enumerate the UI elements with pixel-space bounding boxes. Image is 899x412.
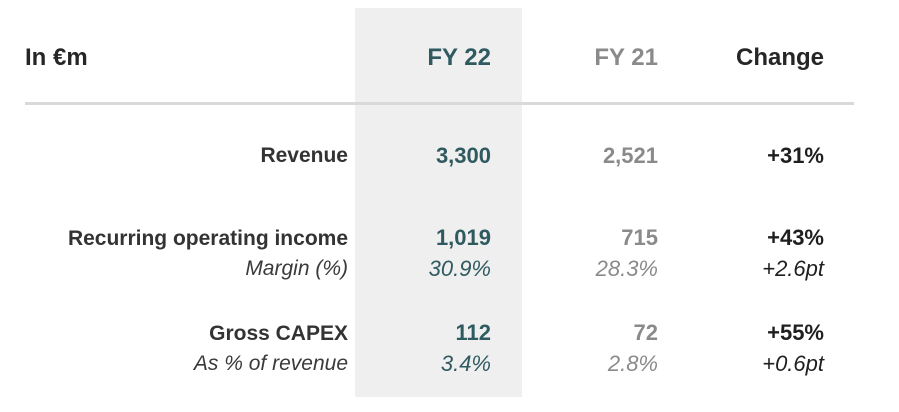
- unit-label: In €m: [25, 44, 88, 71]
- row-label-revenue: Revenue: [260, 144, 348, 167]
- column-header-fy22: FY 22: [427, 44, 491, 71]
- capex-pct-fy21: 2.8%: [607, 351, 658, 376]
- margin-fy22: 30.9%: [428, 256, 491, 281]
- header-divider: [25, 102, 854, 105]
- column-header-change: Change: [735, 44, 824, 71]
- capex-fy21: 72: [633, 320, 658, 345]
- fy22-column-highlight: [355, 8, 522, 397]
- row-sublabel-capex-pct: As % of revenue: [193, 352, 348, 375]
- capex-pct-change: +0.6pt: [762, 351, 824, 376]
- capex-fy22: 112: [455, 320, 492, 345]
- row-sublabel-margin: Margin (%): [245, 257, 348, 280]
- column-header-fy21: FY 21: [594, 44, 658, 71]
- row-label-gross-capex: Gross CAPEX: [209, 322, 348, 345]
- margin-change: +2.6pt: [762, 256, 824, 281]
- capex-pct-fy22: 3.4%: [440, 351, 491, 376]
- roi-fy21: 715: [621, 225, 658, 250]
- revenue-change: +31%: [767, 143, 824, 168]
- roi-fy22: 1,019: [435, 225, 491, 250]
- roi-change: +43%: [767, 225, 824, 250]
- row-label-recurring-operating-income: Recurring operating income: [67, 227, 348, 250]
- revenue-fy21: 2,521: [602, 143, 658, 168]
- margin-fy21: 28.3%: [595, 256, 658, 281]
- revenue-fy22: 3,300: [435, 143, 491, 168]
- capex-change: +55%: [767, 320, 824, 345]
